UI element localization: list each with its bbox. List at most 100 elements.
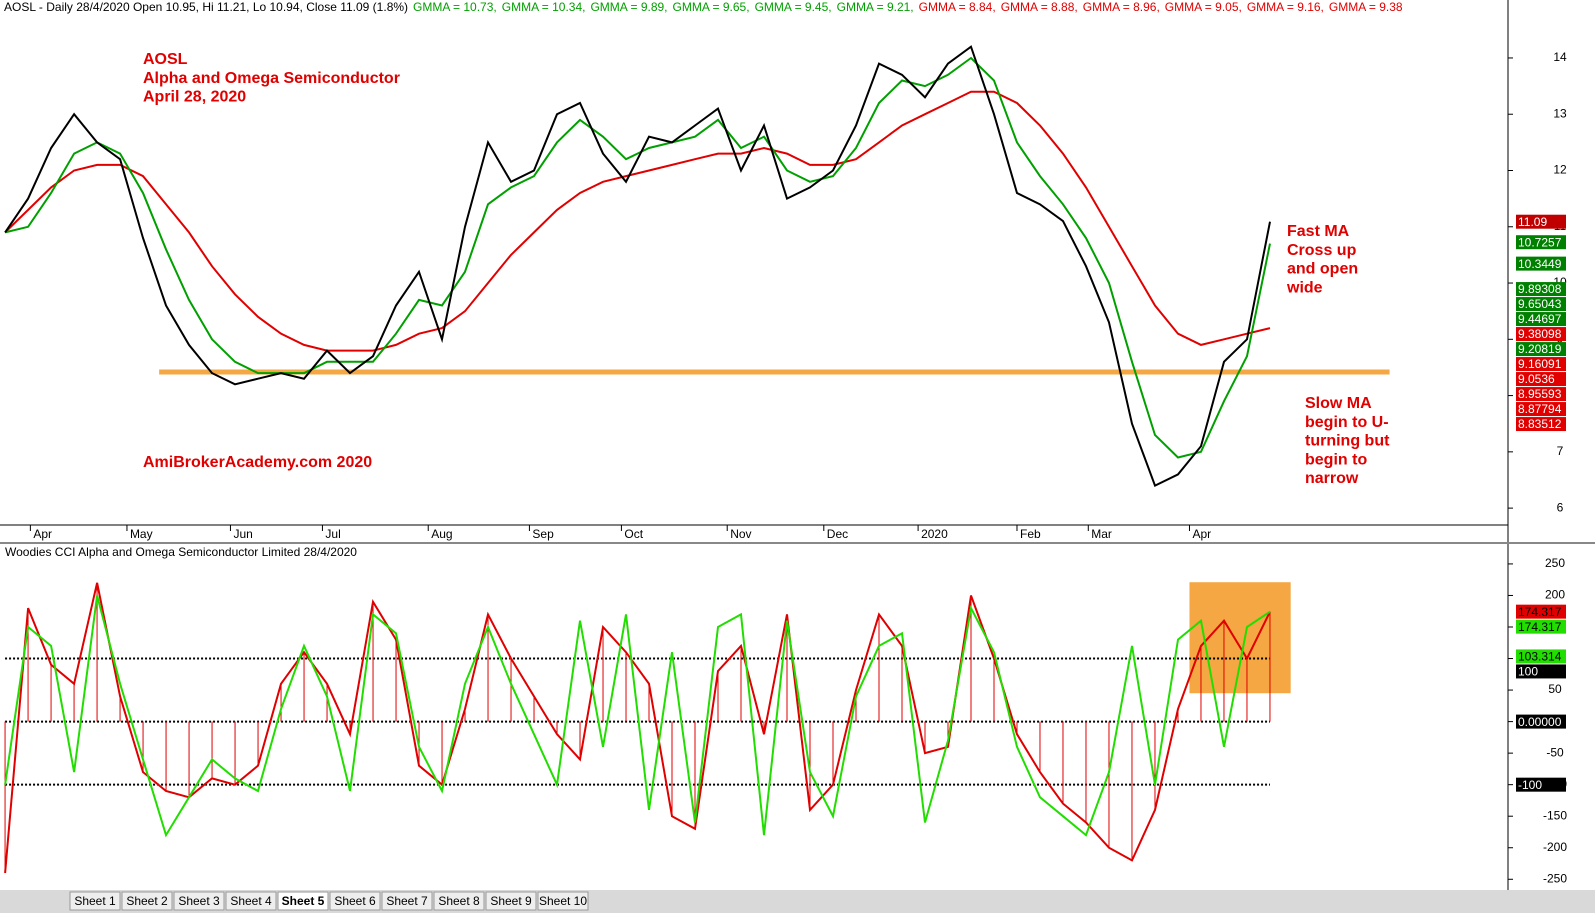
- sheet-tab-label[interactable]: Sheet 5: [282, 894, 325, 908]
- sheet-tab-label[interactable]: Sheet 4: [230, 894, 272, 908]
- value-label-box: [1516, 235, 1566, 250]
- sheet-tab-label[interactable]: Sheet 9: [490, 894, 532, 908]
- gmma-value: GMMA = 9.65,: [673, 0, 750, 14]
- value-label-box: [1516, 664, 1566, 679]
- sheet-tab[interactable]: [69, 891, 121, 911]
- value-label-box: [1516, 297, 1566, 312]
- gmma-value: GMMA = 9.38: [1329, 0, 1403, 14]
- value-label: 9.89308: [1518, 282, 1562, 296]
- cci-line: [4, 582, 1271, 874]
- cci-line: [4, 595, 1271, 838]
- sheet-tab-label[interactable]: Sheet 10: [539, 894, 587, 908]
- value-label-box: [1516, 649, 1566, 664]
- value-label: 103.314: [1518, 650, 1562, 664]
- sheet-tab[interactable]: [329, 891, 381, 911]
- sheet-tab[interactable]: [485, 891, 537, 911]
- value-label-box: [1516, 256, 1566, 271]
- value-label: 8.83512: [1518, 417, 1562, 431]
- value-label-box: [1516, 777, 1566, 792]
- x-tick-label: Aug: [431, 527, 452, 541]
- value-label: 11.09: [1518, 215, 1547, 229]
- annotation: Alpha and Omega Semiconductor: [143, 70, 400, 87]
- value-label: -100: [1518, 778, 1542, 792]
- sheet-tab[interactable]: [225, 891, 277, 911]
- y-tick-label: 6: [1557, 500, 1564, 514]
- annotation: Slow MA: [1305, 395, 1372, 412]
- header-text: AOSL - Daily 28/4/2020 Open 10.95, Hi 11…: [4, 0, 408, 14]
- sheet-tab-label[interactable]: Sheet 6: [334, 894, 376, 908]
- cci-title: Woodies CCI Alpha and Omega Semiconducto…: [5, 545, 357, 559]
- x-tick-label: Jun: [233, 527, 252, 541]
- sheet-tab[interactable]: [537, 891, 589, 911]
- x-tick-label: Sep: [532, 527, 554, 541]
- annotation: turning but: [1305, 433, 1390, 450]
- y-tick-label: 7: [1557, 444, 1564, 458]
- gmma-value: GMMA = 10.73,: [413, 0, 497, 14]
- value-label: 9.20819: [1518, 342, 1562, 356]
- y-tick-label: 50: [1548, 682, 1562, 696]
- value-label-box: [1516, 282, 1566, 297]
- sheet-tab-label[interactable]: Sheet 3: [178, 894, 220, 908]
- value-label: 9.65043: [1518, 297, 1562, 311]
- annotation: narrow: [1305, 470, 1359, 487]
- value-label-box: [1516, 619, 1566, 634]
- value-label-box: [1516, 357, 1566, 372]
- value-label-box: [1516, 417, 1566, 432]
- y-tick-label: -50: [1546, 745, 1564, 759]
- annotation: AmiBrokerAcademy.com 2020: [143, 454, 372, 471]
- gmma-value: GMMA = 9.21,: [837, 0, 914, 14]
- annotation: begin to U-: [1305, 414, 1389, 431]
- price-line: [4, 56, 1271, 459]
- value-label-box: [1516, 714, 1566, 729]
- sheet-tab-label[interactable]: Sheet 8: [438, 894, 480, 908]
- x-tick-label: Mar: [1091, 527, 1112, 541]
- y-tick-label: 250: [1545, 556, 1565, 570]
- value-label: 9.0536: [1518, 372, 1555, 386]
- x-tick-label: May: [130, 527, 153, 541]
- value-label: 0.00000: [1518, 715, 1562, 729]
- x-tick-label: Oct: [624, 527, 643, 541]
- x-tick-label: 2020: [921, 527, 948, 541]
- sheet-tab-label[interactable]: Sheet 7: [386, 894, 428, 908]
- highlight-box: [1189, 582, 1291, 694]
- gmma-value: GMMA = 8.84,: [919, 0, 996, 14]
- gmma-value: GMMA = 9.05,: [1165, 0, 1242, 14]
- x-tick-label: Feb: [1020, 527, 1041, 541]
- annotation: Cross up: [1287, 242, 1357, 259]
- value-label: 174.317: [1518, 605, 1562, 619]
- x-tick-label: Dec: [827, 527, 848, 541]
- sheet-tab[interactable]: [173, 891, 225, 911]
- sheet-tab[interactable]: [121, 891, 173, 911]
- value-label: 8.95593: [1518, 387, 1562, 401]
- y-tick-label: 14: [1553, 50, 1567, 64]
- annotation: wide: [1286, 279, 1323, 296]
- y-tick-label: 200: [1545, 588, 1565, 602]
- gmma-value: GMMA = 9.45,: [755, 0, 832, 14]
- value-label: 174.317: [1518, 620, 1562, 634]
- sheet-tab-label[interactable]: Sheet 2: [126, 894, 168, 908]
- price-line: [4, 90, 1271, 352]
- sheet-tab[interactable]: [277, 891, 329, 911]
- sheet-tab[interactable]: [381, 891, 433, 911]
- value-label: 8.87794: [1518, 402, 1562, 416]
- value-label-box: [1516, 214, 1566, 229]
- sheet-tab[interactable]: [433, 891, 485, 911]
- annotation: Fast MA: [1287, 223, 1350, 240]
- y-tick-label: 13: [1553, 106, 1567, 120]
- gmma-value: GMMA = 10.34,: [502, 0, 586, 14]
- value-label: 100: [1518, 665, 1538, 679]
- sheet-tab-label[interactable]: Sheet 1: [74, 894, 116, 908]
- value-label-box: [1516, 342, 1566, 357]
- value-label: 10.7257: [1518, 235, 1562, 249]
- x-tick-label: Apr: [1192, 527, 1211, 541]
- gmma-value: GMMA = 9.89,: [590, 0, 667, 14]
- price-line: [4, 45, 1271, 487]
- value-label: 10.3449: [1518, 257, 1562, 271]
- value-label: 9.38098: [1518, 327, 1562, 341]
- x-tick-label: Nov: [730, 527, 751, 541]
- value-label-box: [1516, 387, 1566, 402]
- value-label-box: [1516, 372, 1566, 387]
- annotation: AOSL: [143, 51, 188, 68]
- x-tick-label: Jul: [325, 527, 340, 541]
